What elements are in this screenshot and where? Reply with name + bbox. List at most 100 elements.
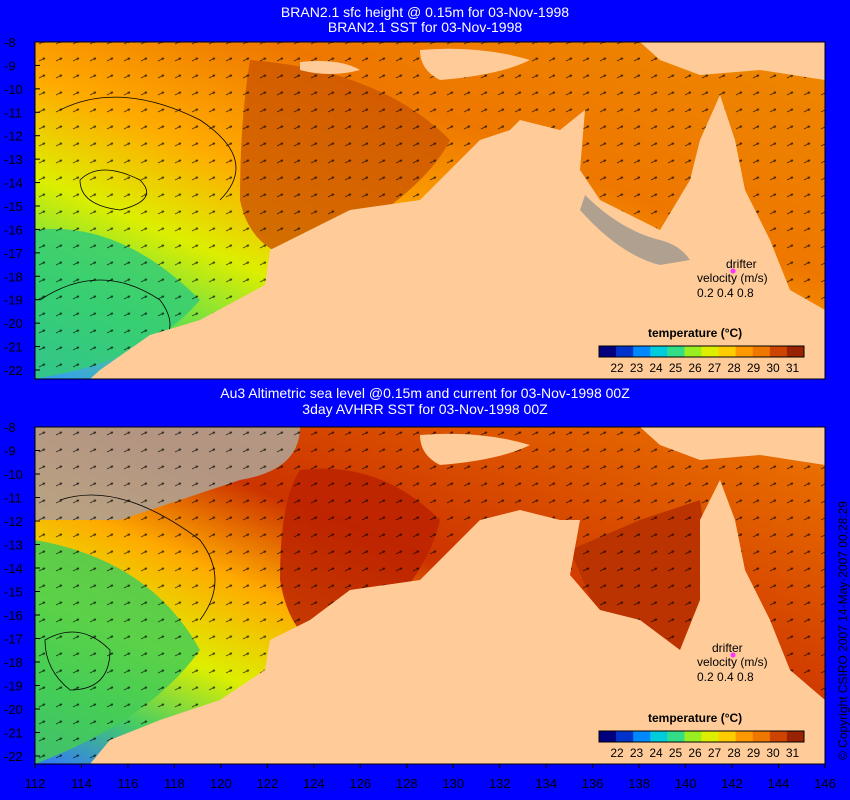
bottom-ytick-label: -16 — [4, 608, 23, 623]
bottom-colorbar-swatch — [650, 731, 668, 742]
top-colorbar-swatch — [769, 346, 788, 357]
top-drifter-marker — [730, 268, 736, 274]
bottom-map-frame — [34, 426, 826, 765]
top-legend: drifter velocity (m/s) 0.2 0.4 0.8 tempe… — [598, 257, 805, 375]
bottom-land-timor — [420, 433, 530, 465]
bottom-ytick-label: -19 — [4, 679, 23, 694]
top-coast-shelf — [580, 195, 690, 265]
bottom-drifter-label: drifter — [712, 641, 743, 655]
top-contour-1 — [59, 96, 237, 201]
top-ytick-label: -10 — [4, 82, 23, 97]
top-land-newguinea — [640, 42, 825, 80]
bottom-colorbar: 22 23 24 25 26 27 28 29 30 31 — [598, 730, 805, 760]
bottom-colorbar-outline — [598, 730, 805, 743]
xtick-label: 136 — [582, 776, 604, 791]
bottom-colorbar-swatch — [735, 731, 754, 742]
top-y-axis: -8 -9 -10 -11 -12 -13 -14 -15 -16 -17 -18 -19 -20 -21… — [4, 35, 40, 378]
xtick-label: 142 — [721, 776, 743, 791]
top-ytick-label: -15 — [4, 199, 23, 214]
bottom-land-australia — [90, 480, 825, 764]
bottom-land-newguinea — [640, 427, 825, 465]
top-land-island — [300, 61, 360, 74]
top-colorbar-label: 27 — [708, 361, 722, 375]
top-legend-title: temperature (°C) — [648, 326, 742, 340]
top-ytick-label: -17 — [4, 246, 23, 261]
top-ytick-label: -18 — [4, 269, 23, 284]
top-colorbar-label: 26 — [688, 361, 702, 375]
bottom-ytick-label: -10 — [4, 467, 23, 482]
bottom-colorbar-label: 22 — [610, 746, 624, 760]
top-colorbar-swatch — [718, 346, 737, 357]
top-map-frame — [34, 41, 826, 380]
bottom-ytick-label: -21 — [4, 726, 23, 741]
bottom-colorbar-swatch — [769, 731, 788, 742]
top-drifter-velocity-label: velocity (m/s) — [697, 271, 768, 285]
bottom-legend: drifter velocity (m/s) 0.2 0.4 0.8 tempe… — [598, 641, 805, 760]
bottom-colorbar-swatch — [786, 731, 805, 742]
bottom-ytick-label: -22 — [4, 749, 23, 764]
top-colorbar-swatch — [650, 346, 668, 357]
bottom-ytick-label: -9 — [4, 444, 16, 459]
bottom-colorbar-label: 30 — [766, 746, 780, 760]
top-ytick-label: -9 — [4, 58, 16, 73]
bottom-colorbar-label: 27 — [708, 746, 722, 760]
xtick-label: 126 — [349, 776, 371, 791]
bottom-legend-title: temperature (°C) — [648, 711, 742, 725]
xtick-label: 132 — [489, 776, 511, 791]
xtick-label: 116 — [118, 776, 139, 791]
top-ytick-label: -14 — [4, 176, 23, 191]
xtick-label: 130 — [442, 776, 464, 791]
bottom-ytick-label: -14 — [4, 561, 23, 576]
top-colorbar-label: 25 — [669, 361, 683, 375]
bottom-colorbar-swatch — [701, 731, 720, 742]
xtick-label: 134 — [535, 776, 557, 791]
xtick-label: 128 — [396, 776, 418, 791]
bottom-colorbar-label: 26 — [688, 746, 702, 760]
top-colorbar-swatch — [684, 346, 702, 357]
top-ytick-label: -8 — [4, 35, 16, 50]
xtick-label: 112 — [25, 776, 46, 791]
top-colorbar-label: 30 — [766, 361, 780, 375]
bottom-colorbar-label: 25 — [669, 746, 683, 760]
top-ytick-label: -16 — [4, 222, 23, 237]
bottom-ytick-label: -18 — [4, 655, 23, 670]
xtick-label: 120 — [210, 776, 232, 791]
top-colorbar-swatch — [599, 346, 617, 357]
bottom-colorbar-swatch — [599, 731, 617, 742]
bottom-drifter-velocity-label: velocity (m/s) — [697, 655, 768, 669]
top-title-line2: BRAN2.1 SST for 03-Nov-1998 — [327, 19, 523, 35]
top-colorbar-swatch — [616, 346, 634, 357]
top-colorbar-label: 24 — [649, 361, 663, 375]
top-ytick-label: -22 — [4, 363, 23, 378]
bottom-colorbar-label: 24 — [649, 746, 663, 760]
top-colorbar-swatch — [701, 346, 720, 357]
bottom-ytick-label: -20 — [4, 702, 23, 717]
top-colorbar-swatch — [633, 346, 651, 357]
bottom-ytick-label: -11 — [4, 491, 22, 506]
bottom-colorbar-swatch — [616, 731, 634, 742]
top-colorbar-outline — [598, 345, 805, 358]
top-ytick-label: -11 — [4, 105, 22, 120]
top-map-panel — [35, 42, 825, 379]
bottom-ytick-label: -15 — [4, 585, 23, 600]
bottom-title-line1: Au3 Altimetric sea level @0.15m and curr… — [220, 385, 630, 401]
bottom-colorbar-label: 29 — [747, 746, 761, 760]
bottom-colorbar-swatch — [633, 731, 651, 742]
bottom-contour-2 — [44, 631, 111, 691]
xtick-label: 118 — [164, 776, 185, 791]
top-colorbar: 22 23 24 25 26 27 28 29 30 31 — [598, 345, 805, 375]
xtick-label: 138 — [628, 776, 650, 791]
top-ytick-label: -21 — [4, 340, 23, 355]
top-ytick-label: -19 — [4, 293, 23, 308]
copyright-text: © Copyright CSIRO 2007 14-May-2007 00:28… — [836, 501, 850, 760]
bottom-ytick-label: -17 — [4, 632, 23, 647]
bottom-colorbar-swatch — [752, 731, 771, 742]
top-land-timor — [420, 48, 530, 80]
bottom-ytick-label: -8 — [4, 420, 16, 435]
bottom-colorbar-swatch — [718, 731, 737, 742]
top-colorbar-label: 31 — [786, 361, 800, 375]
top-colorbar-label: 22 — [610, 361, 624, 375]
xtick-label: 140 — [675, 776, 697, 791]
bottom-colorbar-label: 31 — [786, 746, 800, 760]
xtick-label: 124 — [303, 776, 325, 791]
